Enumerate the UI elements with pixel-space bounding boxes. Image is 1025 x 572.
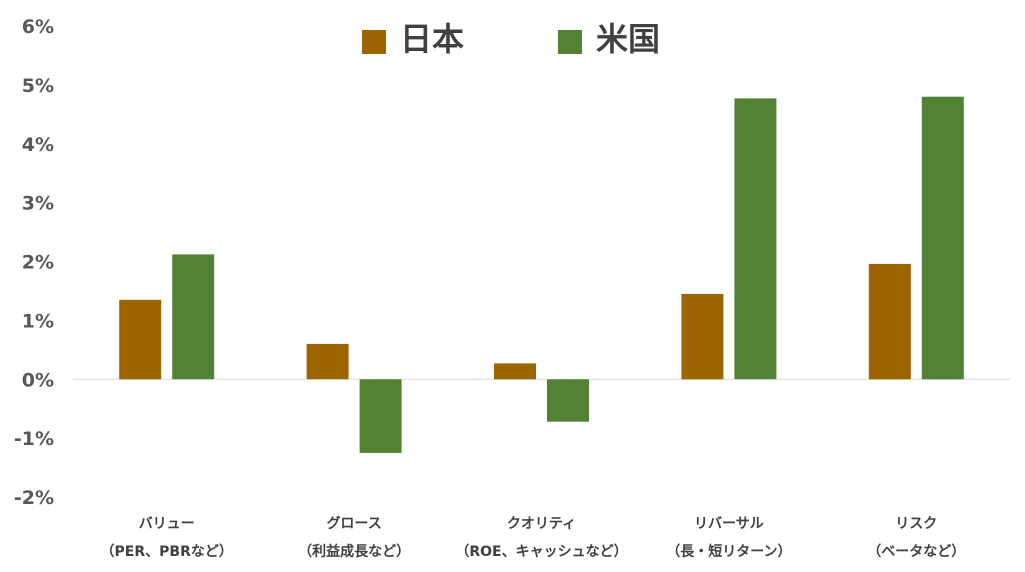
bars bbox=[119, 96, 964, 453]
legend-label-japan: 日本 bbox=[400, 20, 464, 58]
category-label: リバーサル bbox=[694, 516, 764, 532]
category-sublabel: （長・短リターン） bbox=[666, 543, 791, 560]
bar-japan bbox=[868, 263, 911, 380]
x-axis-labels: バリュー （PER、PBRなど） グロース （利益成長など） クオリティ （ROE、キャッ… bbox=[101, 515, 966, 560]
y-tick-label: 0% bbox=[22, 369, 54, 391]
bar-japan bbox=[119, 299, 162, 380]
bar-us bbox=[359, 379, 402, 453]
bar-japan bbox=[681, 293, 724, 380]
category-label: リスク bbox=[895, 516, 937, 532]
category-sublabel: （ベータなど） bbox=[867, 544, 965, 560]
y-tick-label: 4% bbox=[22, 134, 54, 156]
bar-us bbox=[172, 254, 215, 380]
y-tick-label: 3% bbox=[22, 193, 54, 215]
bar-us bbox=[921, 96, 964, 380]
bar-us bbox=[547, 379, 589, 422]
legend: 日本 米国 bbox=[362, 20, 660, 58]
category-label: クオリティ bbox=[507, 516, 576, 532]
category-sublabel: （ROE、キャッシュなど） bbox=[455, 544, 627, 560]
y-tick-label: -1% bbox=[14, 428, 54, 450]
y-axis: -2% -1% 0% 1% 2% 3% 4% 5% 6% bbox=[14, 16, 54, 509]
y-tick-label: 1% bbox=[22, 310, 54, 332]
y-tick-label: 6% bbox=[22, 16, 54, 38]
y-tick-label: -2% bbox=[14, 487, 54, 509]
legend-label-us: 米国 bbox=[596, 20, 660, 58]
y-tick-label: 5% bbox=[22, 75, 54, 97]
legend-swatch-japan bbox=[362, 30, 386, 54]
bar-japan bbox=[494, 363, 536, 380]
bar-us bbox=[734, 98, 777, 380]
bar-japan bbox=[306, 343, 349, 380]
category-label: バリュー bbox=[139, 516, 195, 532]
y-tick-label: 2% bbox=[22, 252, 54, 274]
legend-swatch-us bbox=[558, 30, 582, 54]
category-sublabel: （利益成長など） bbox=[298, 543, 410, 560]
category-label: グロース bbox=[326, 515, 381, 532]
category-sublabel: （PER、PBRなど） bbox=[101, 544, 233, 560]
